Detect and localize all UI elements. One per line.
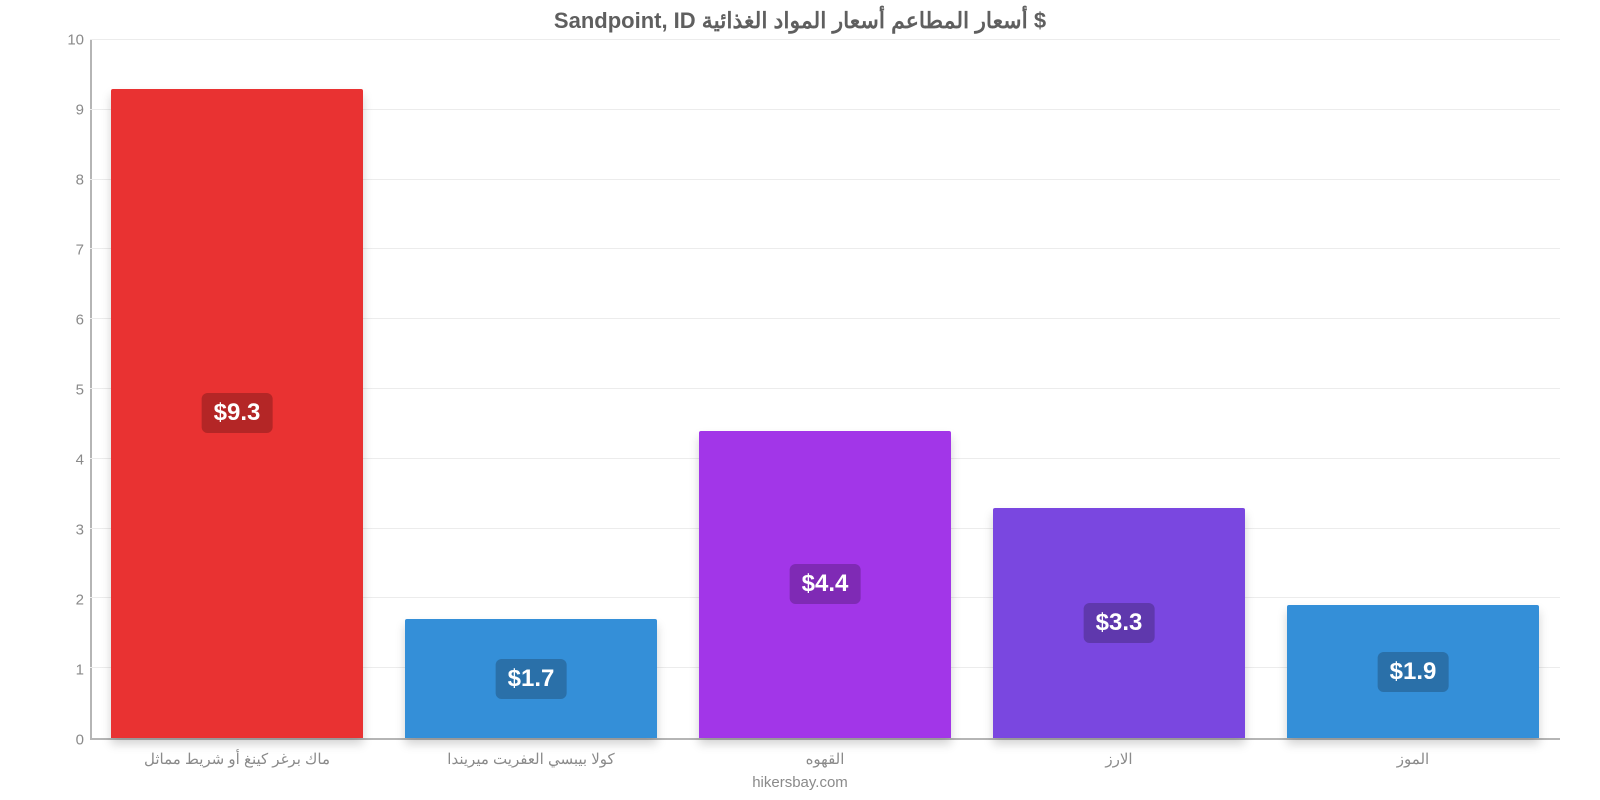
y-tick-label: 9 bbox=[76, 102, 84, 119]
y-tick-label: 5 bbox=[76, 382, 84, 399]
value-badge: $3.3 bbox=[1084, 603, 1155, 643]
x-tick-label: الارز bbox=[1105, 750, 1132, 768]
bar: $9.3 bbox=[111, 89, 364, 738]
y-tick-label: 8 bbox=[76, 172, 84, 189]
y-tick-label: 2 bbox=[76, 592, 84, 609]
x-axis-labels: ماك برغر كينغ أو شريط مماثل كولا بيبسي ال… bbox=[90, 746, 1560, 786]
grid-line bbox=[90, 39, 1560, 40]
value-badge: $9.3 bbox=[202, 393, 273, 433]
y-tick-label: 10 bbox=[67, 32, 84, 49]
y-tick-label: 0 bbox=[76, 732, 84, 749]
bar: $1.9 bbox=[1287, 605, 1540, 738]
bar: $1.7 bbox=[405, 619, 658, 738]
y-tick-label: 7 bbox=[76, 242, 84, 259]
x-tick-label: كولا بيبسي العفريت ميريندا bbox=[447, 750, 614, 768]
y-tick-label: 6 bbox=[76, 312, 84, 329]
value-badge: $1.7 bbox=[496, 659, 567, 699]
y-tick-label: 3 bbox=[76, 522, 84, 539]
plot-area: $9.3 $1.7 $4.4 $3.3 $1.9 bbox=[90, 40, 1560, 740]
x-tick-label: ماك برغر كينغ أو شريط مماثل bbox=[144, 750, 330, 768]
value-badge: $4.4 bbox=[790, 564, 861, 604]
y-axis: 012345678910 bbox=[40, 40, 90, 740]
y-tick-label: 1 bbox=[76, 662, 84, 679]
bar: $4.4 bbox=[699, 431, 952, 738]
x-tick-label: الموز bbox=[1397, 750, 1429, 768]
value-badge: $1.9 bbox=[1378, 652, 1449, 692]
chart-area: 012345678910 $9.3$1.7$4.4$3.3$1.9 ماك بر… bbox=[40, 40, 1560, 740]
chart-title: $ أسعار المطاعم أسعار المواد الغذائية Sa… bbox=[554, 8, 1046, 34]
x-tick-label: القهوه bbox=[806, 750, 845, 768]
y-tick-label: 4 bbox=[76, 452, 84, 469]
bar: $3.3 bbox=[993, 508, 1246, 738]
